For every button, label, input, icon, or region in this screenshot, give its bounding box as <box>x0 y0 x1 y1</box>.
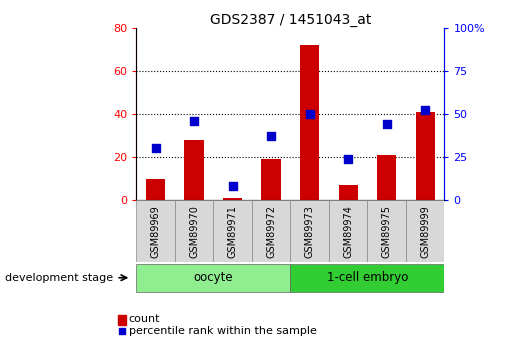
Point <box>118 328 126 334</box>
Bar <box>146 179 165 200</box>
Bar <box>184 140 204 200</box>
Point <box>383 121 391 127</box>
Bar <box>262 159 281 200</box>
Bar <box>368 200 406 262</box>
Text: percentile rank within the sample: percentile rank within the sample <box>129 326 317 336</box>
Text: GSM89970: GSM89970 <box>189 205 199 258</box>
Text: GSM89969: GSM89969 <box>150 205 161 257</box>
Text: GSM89971: GSM89971 <box>228 205 238 258</box>
Bar <box>175 200 214 262</box>
Text: 1-cell embryo: 1-cell embryo <box>327 271 408 284</box>
Bar <box>252 200 290 262</box>
Point <box>190 118 198 124</box>
Text: GSM89975: GSM89975 <box>382 205 392 258</box>
Point <box>152 146 160 151</box>
Bar <box>416 112 435 200</box>
Text: oocyte: oocyte <box>193 271 233 284</box>
Point <box>229 184 237 189</box>
Bar <box>300 45 319 200</box>
Text: development stage: development stage <box>5 273 113 283</box>
Text: count: count <box>129 314 160 324</box>
Text: GSM89973: GSM89973 <box>305 205 315 258</box>
Point <box>421 108 429 113</box>
Bar <box>223 198 242 200</box>
Bar <box>118 315 126 325</box>
Bar <box>136 264 290 292</box>
Bar <box>406 200 444 262</box>
Bar <box>329 200 368 262</box>
Bar <box>136 200 175 262</box>
Bar <box>290 200 329 262</box>
Text: GSM89972: GSM89972 <box>266 205 276 258</box>
Bar <box>290 264 444 292</box>
Bar <box>338 185 358 200</box>
Point <box>344 156 352 161</box>
Bar <box>377 155 396 200</box>
Text: GSM89999: GSM89999 <box>420 205 430 257</box>
Title: GDS2387 / 1451043_at: GDS2387 / 1451043_at <box>210 12 371 27</box>
Text: GSM89974: GSM89974 <box>343 205 353 258</box>
Point <box>306 111 314 117</box>
Bar <box>214 200 252 262</box>
Point <box>267 134 275 139</box>
